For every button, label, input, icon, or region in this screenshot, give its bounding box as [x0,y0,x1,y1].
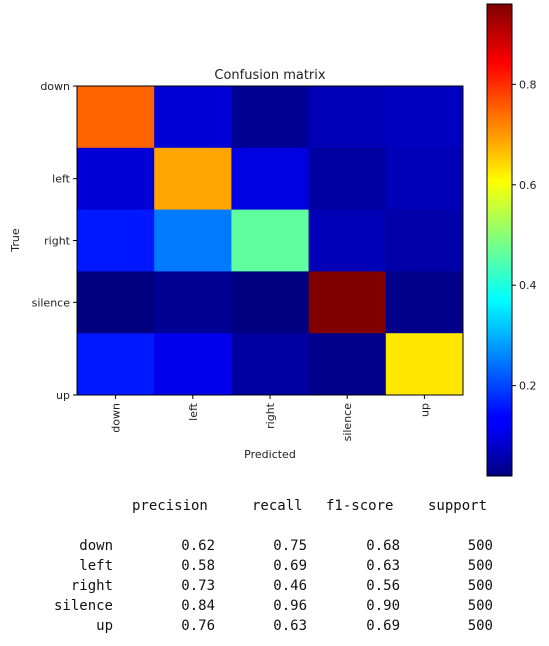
heatmap-cell [231,86,310,149]
y-tick-label: down [40,80,70,93]
x-tick-label: down [110,403,123,433]
y-axis-ticks: down left right silence up [32,80,77,402]
colorbar-tick-label: 0.4 [519,279,537,292]
report-cell-f1: 0.63 [366,558,400,574]
x-axis-label: Predicted [244,448,296,461]
heatmap-cell [77,86,155,149]
y-tick-label: right [44,235,71,248]
colorbar-tick-label: 0.2 [519,380,537,393]
report-cell-f1: 0.56 [366,578,400,594]
heatmap-cell [308,209,387,272]
report-cell-f1: 0.68 [366,538,400,554]
report-cell-support: 500 [467,558,493,574]
heatmap-cell [308,86,387,149]
report-cell-precision: 0.76 [181,618,215,634]
x-axis-ticks: down left right silence up [110,395,431,442]
report-cell-precision: 0.73 [181,578,215,594]
colorbar [486,3,513,477]
report-cell-support: 500 [467,538,493,554]
report-row-label: silence [53,598,113,614]
heatmap-cell [154,147,232,211]
report-row-label: right [70,578,113,594]
report-cell-precision: 0.58 [181,558,215,574]
report-row-label: down [79,538,113,554]
heatmap-cell [385,209,464,272]
heatmap-cell [231,271,310,334]
heatmap-cell [154,86,232,149]
heatmap-cell [154,333,232,396]
heatmap-cell [77,333,155,396]
x-tick-label: silence [341,403,354,442]
heatmap-cell [154,209,232,272]
report-cell-f1: 0.69 [366,618,400,634]
report-cell-recall: 0.46 [273,578,307,594]
header-recall: recall [252,498,303,514]
report-row-label: left [79,558,113,574]
heatmap-cell [308,333,387,396]
report-cell-support: 500 [467,578,493,594]
heatmap-cell [77,209,155,272]
y-axis-label: True [9,228,22,253]
heatmap-cell [77,147,155,211]
report-cell-f1: 0.90 [366,598,400,614]
heatmap-cell [231,147,310,211]
heatmap-cell [385,271,464,334]
colorbar-tick-label: 0.8 [519,78,537,91]
heatmap-cell [231,333,310,396]
report-row-label: up [96,618,113,634]
x-tick-label: right [264,402,277,429]
report-cell-support: 500 [467,618,493,634]
y-tick-label: up [56,389,70,402]
report-cell-precision: 0.62 [181,538,215,554]
confusion-matrix-figure: Confusion matrix down left right silence up … [9,3,537,477]
report-cell-recall: 0.63 [273,618,307,634]
heatmap-cell [385,147,464,211]
header-f1-score: f1-score [326,498,394,514]
header-support: support [428,498,488,514]
heatmap-cell [77,271,155,334]
x-tick-label: up [418,403,431,417]
chart-title: Confusion matrix [214,68,325,83]
heatmap-cell [308,147,387,211]
colorbar-tick-label: 0.6 [519,179,537,192]
heatmap-cell [385,86,464,149]
heatmap-cell [385,333,464,396]
report-cell-recall: 0.75 [273,538,307,554]
heatmap-cell [308,271,387,334]
report-cell-support: 500 [467,598,493,614]
classification-report: precision recall f1-score support down 0.… [0,498,549,638]
report-cell-recall: 0.96 [273,598,307,614]
heatmap-cells [77,86,464,396]
header-precision: precision [132,498,208,514]
y-tick-label: left [52,173,71,186]
report-cell-precision: 0.84 [181,598,215,614]
x-tick-label: left [187,402,200,421]
report-cell-recall: 0.69 [273,558,307,574]
heatmap-cell [231,209,310,272]
y-tick-label: silence [32,296,71,309]
colorbar-ticks: 0.2 0.4 0.6 0.8 [512,78,537,393]
heatmap-cell [154,271,232,334]
